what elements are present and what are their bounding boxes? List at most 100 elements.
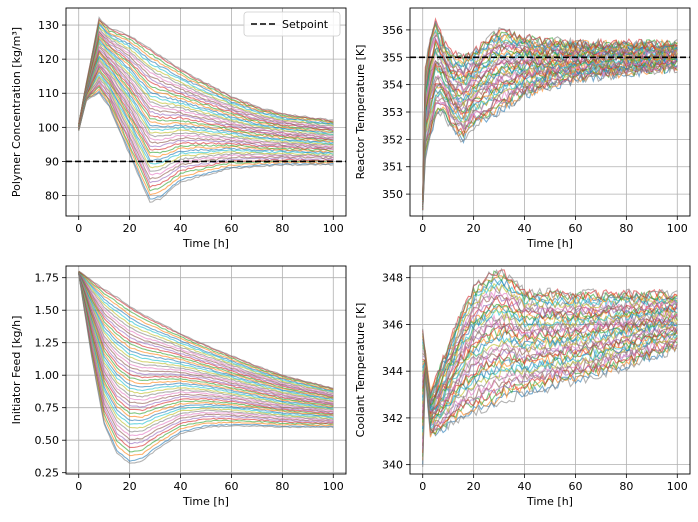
series-line (78, 271, 334, 401)
series-group (422, 17, 678, 211)
series-line (78, 25, 334, 127)
series-line (422, 305, 678, 409)
series-line (78, 60, 334, 147)
series-line (422, 305, 678, 411)
series-line (78, 273, 334, 448)
x-tick-label: 100 (667, 480, 688, 493)
y-axis-label: Reactor Temperature [K] (354, 45, 367, 180)
y-tick-label: 354 (382, 79, 403, 92)
legend-box (243, 11, 341, 37)
y-tick-label: 344 (382, 365, 403, 378)
series-line (422, 56, 678, 207)
series-line (78, 271, 334, 393)
coolant-temperature-panel: 0 20 40 60 80 100 340 342 344 346 348 Time [h] Coola… (354, 265, 691, 508)
series-line (422, 339, 678, 457)
y-tick-label: 0.50 (35, 434, 60, 447)
series-line (78, 270, 334, 390)
y-tick-label: 355 (382, 51, 403, 64)
series-line (78, 55, 334, 144)
y-tick-label: 342 (382, 412, 403, 425)
y-tick-label: 353 (382, 106, 403, 119)
series-line (78, 272, 334, 406)
series-line-high (78, 16, 334, 125)
series-line (78, 272, 334, 425)
series-line (78, 271, 334, 393)
series-line (78, 46, 334, 139)
x-axis-label: Time [h] (526, 237, 573, 250)
series-line (78, 272, 334, 408)
axes-frame (65, 265, 347, 475)
series-group (422, 267, 678, 468)
x-tick-label: 0 (75, 222, 82, 235)
y-tick-label: 340 (382, 459, 403, 472)
series-line-low (422, 63, 678, 211)
y-tick-label: 351 (382, 161, 403, 174)
series-line (78, 65, 334, 150)
series-line (422, 317, 678, 413)
x-tick-label: 60 (568, 480, 582, 493)
series-line (78, 19, 334, 125)
series-line (78, 273, 334, 457)
x-tick-label: 60 (568, 222, 582, 235)
initiator-feed-panel: 0 20 40 60 80 100 0.25 0.50 0.75 1.00 1.25 1.50 1.75… (10, 265, 347, 508)
series-line (78, 273, 334, 437)
series-line (78, 272, 334, 411)
series-line (78, 50, 334, 141)
x-tick-label: 20 (123, 222, 137, 235)
series-line (78, 271, 334, 394)
series-line (78, 67, 334, 154)
y-tick-label: 1.50 (35, 304, 60, 317)
series-line (78, 271, 334, 395)
series-line (78, 37, 334, 133)
y-tick-label: 1.75 (35, 272, 60, 285)
x-axis-label: Time [h] (526, 495, 573, 508)
series-line (78, 272, 334, 404)
y-tick-label: 100 (38, 121, 59, 134)
y-tick-label: 120 (38, 53, 59, 66)
x-tick-label: 40 (174, 480, 188, 493)
y-tick-label: 80 (45, 190, 59, 203)
series-line (78, 272, 334, 415)
series-line (78, 272, 334, 413)
series-line-high (422, 267, 678, 397)
x-tick-label: 0 (419, 480, 426, 493)
series-line (422, 320, 678, 415)
x-tick-label: 40 (174, 222, 188, 235)
x-tick-label: 60 (224, 222, 238, 235)
reactor-temperature-panel: 0 20 40 60 80 100 350 351 352 353 354 355 356 Time [h… (354, 7, 691, 250)
x-tick-label: 80 (619, 480, 633, 493)
x-tick-label: 20 (123, 480, 137, 493)
y-tick-label: 0.75 (35, 402, 60, 415)
series-line (78, 272, 334, 410)
series-line-high (78, 270, 334, 389)
series-line (78, 56, 334, 145)
y-axis-label: Initiator Feed [kg/h] (10, 316, 23, 425)
series-line-low (422, 344, 678, 468)
x-axis-label: Time [h] (182, 495, 229, 508)
y-tick-label: 1.25 (35, 337, 60, 350)
x-tick-label: 0 (419, 222, 426, 235)
series-line (78, 30, 334, 130)
series-line (78, 272, 334, 414)
y-tick-label: 110 (38, 87, 59, 100)
series-line (78, 22, 334, 125)
series-line (78, 39, 334, 136)
y-tick-label: 348 (382, 272, 403, 285)
series-line (78, 49, 334, 141)
y-tick-label: 1.00 (35, 369, 60, 382)
series-line (78, 33, 334, 132)
series-line (78, 273, 334, 453)
series-line (78, 271, 334, 398)
series-line (78, 24, 334, 125)
y-axis-label: Polymer Concentration [kg/m³] (10, 27, 23, 197)
polymer-concentration-panel: 0 20 40 60 80 100 80 90 100 110 120 130 Time [h] Poly… (10, 7, 347, 250)
series-group (78, 270, 334, 464)
series-line (422, 275, 678, 392)
y-tick-label: 350 (382, 188, 403, 201)
y-tick-label: 352 (382, 133, 403, 146)
series-line (78, 272, 334, 404)
series-line (78, 45, 334, 138)
series-line (78, 65, 334, 151)
series-line (78, 271, 334, 400)
x-tick-label: 40 (518, 480, 532, 493)
